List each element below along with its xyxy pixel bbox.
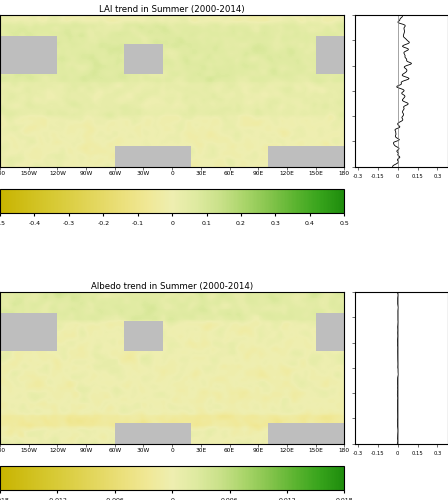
Title: LAI trend in Summer (2000-2014): LAI trend in Summer (2000-2014)	[99, 5, 245, 14]
Title: Albedo trend in Summer (2000-2014): Albedo trend in Summer (2000-2014)	[91, 282, 253, 292]
